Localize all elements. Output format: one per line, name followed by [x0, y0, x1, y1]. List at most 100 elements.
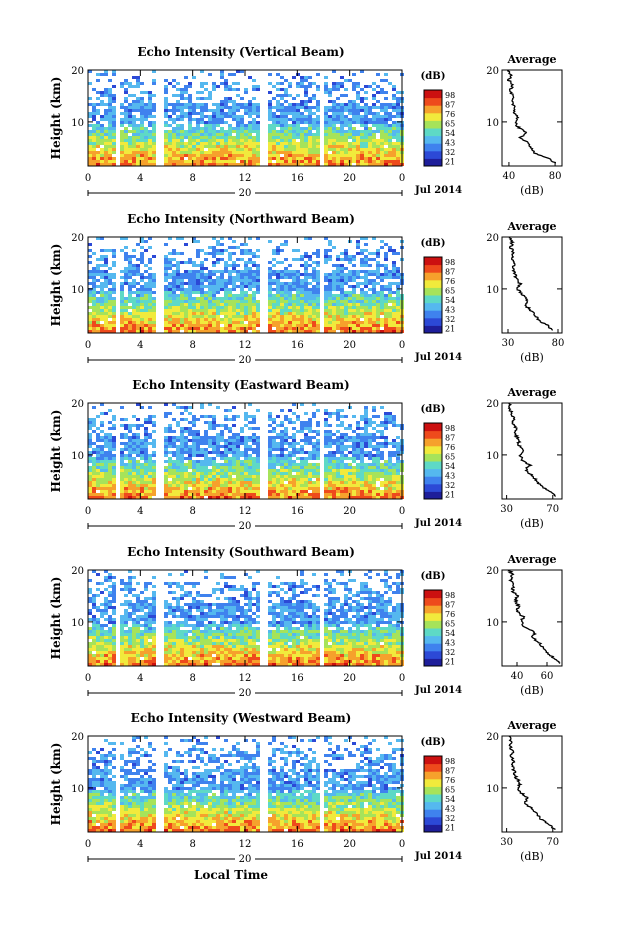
heatmap-cell: [100, 493, 104, 496]
heatmap-cell: [384, 106, 388, 109]
heatmap-cell: [164, 288, 168, 291]
heatmap-cell: [360, 493, 364, 496]
heatmap-cell: [348, 106, 352, 109]
heatmap-cell: [352, 157, 356, 160]
heatmap-cell: [332, 469, 336, 472]
heatmap-cell: [192, 496, 196, 499]
heatmap-cell: [360, 121, 364, 124]
heatmap-cell: [368, 112, 372, 115]
heatmap-cell: [392, 267, 396, 270]
heatmap-cell: [240, 466, 244, 469]
heatmap-cell: [152, 481, 156, 484]
heatmap-cell: [372, 324, 376, 327]
heatmap-cell: [336, 288, 340, 291]
heatmap-cell: [296, 309, 300, 312]
heatmap-cell: [232, 282, 236, 285]
heatmap-cell: [184, 291, 188, 294]
heatmap-cell: [132, 151, 136, 154]
heatmap-cell: [100, 475, 104, 478]
heatmap-cell: [124, 327, 128, 330]
heatmap-cell: [364, 493, 368, 496]
heatmap-cell: [368, 270, 372, 273]
heatmap-cell: [132, 136, 136, 139]
heatmap-cell: [360, 454, 364, 457]
heatmap-cell: [112, 136, 116, 139]
heatmap-cell: [164, 315, 168, 318]
heatmap-cell: [128, 106, 132, 109]
heatmap-cell: [276, 133, 280, 136]
heatmap-cell: [232, 136, 236, 139]
heatmap-cell: [176, 285, 180, 288]
heatmap-cell: [212, 127, 216, 130]
heatmap-cell: [304, 142, 308, 145]
heatmap-cell: [256, 273, 260, 276]
heatmap-cell: [88, 475, 92, 478]
heatmap-cell: [248, 142, 252, 145]
heatmap-cell: [344, 484, 348, 487]
heatmap-cell: [212, 496, 216, 499]
heatmap-cell: [164, 321, 168, 324]
heatmap-cell: [192, 279, 196, 282]
heatmap-cell: [288, 127, 292, 130]
heatmap-cell: [392, 85, 396, 88]
heatmap-cell: [340, 276, 344, 279]
heatmap-cell: [96, 124, 100, 127]
heatmap-cell: [328, 118, 332, 121]
heatmap-cell: [324, 493, 328, 496]
heatmap-cell: [284, 276, 288, 279]
heatmap-cell: [248, 321, 252, 324]
heatmap-cell: [268, 267, 272, 270]
heatmap-cell: [348, 487, 352, 490]
heatmap-cell: [280, 297, 284, 300]
heatmap-cell: [372, 321, 376, 324]
heatmap-cell: [204, 463, 208, 466]
heatmap-cell: [212, 481, 216, 484]
heatmap-cell: [208, 133, 212, 136]
heatmap-cell: [112, 255, 116, 258]
heatmap-cell: [308, 297, 312, 300]
heatmap-cell: [228, 288, 232, 291]
heatmap-cell: [200, 145, 204, 148]
heatmap-cell: [340, 457, 344, 460]
heatmap-cell: [288, 463, 292, 466]
heatmap-cell: [356, 151, 360, 154]
heatmap-cell: [328, 463, 332, 466]
heatmap-cell: [272, 472, 276, 475]
heatmap-cell: [228, 445, 232, 448]
heatmap-cell: [112, 73, 116, 76]
heatmap-cell: [288, 484, 292, 487]
heatmap-cell: [392, 291, 396, 294]
heatmap-cell: [200, 324, 204, 327]
heatmap-cell: [332, 154, 336, 157]
heatmap-cell: [188, 327, 192, 330]
heatmap-cell: [96, 258, 100, 261]
x-tick-label: 0: [399, 173, 405, 184]
heatmap-cell: [104, 472, 108, 475]
heatmap-cell: [372, 291, 376, 294]
heatmap-cell: [348, 445, 352, 448]
heatmap-cell: [140, 445, 144, 448]
heatmap-cell: [120, 288, 124, 291]
heatmap-cell: [380, 103, 384, 106]
heatmap-cell: [124, 433, 128, 436]
heatmap-cell: [392, 163, 396, 166]
heatmap-cell: [100, 136, 104, 139]
heatmap-cell: [392, 327, 396, 330]
heatmap-cell: [316, 306, 320, 309]
heatmap-cell: [220, 133, 224, 136]
heatmap-cell: [244, 490, 248, 493]
heatmap-cell: [172, 475, 176, 478]
heatmap-cell: [252, 315, 256, 318]
heatmap-cell: [192, 481, 196, 484]
heatmap-cell: [364, 130, 368, 133]
heatmap-cell: [336, 148, 340, 151]
heatmap-cell: [180, 157, 184, 160]
heatmap-cell: [376, 85, 380, 88]
heatmap-cell: [124, 97, 128, 100]
heatmap-cell: [144, 303, 148, 306]
heatmap-cell: [204, 133, 208, 136]
heatmap-cell: [136, 109, 140, 112]
heatmap-cell: [272, 303, 276, 306]
heatmap-cell: [248, 130, 252, 133]
heatmap-cell: [208, 442, 212, 445]
